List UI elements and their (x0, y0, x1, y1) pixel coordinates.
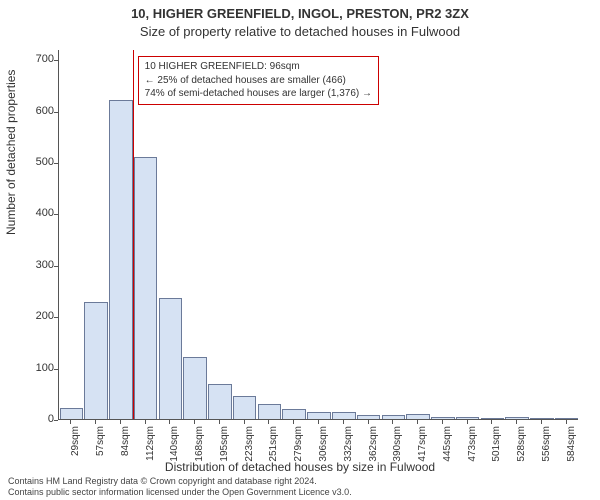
histogram-bar (530, 418, 554, 419)
histogram-bar (555, 418, 579, 419)
histogram-bar (159, 298, 183, 419)
y-tick-label: 600 (14, 105, 54, 117)
y-tick-label: 300 (14, 259, 54, 271)
histogram-bar (233, 396, 257, 419)
histogram-bar (357, 415, 381, 419)
y-tick-label: 400 (14, 207, 54, 219)
annotation-line3: 74% of semi-detached houses are larger (… (145, 87, 372, 101)
x-tick-mark (70, 420, 71, 424)
histogram-bar (282, 409, 306, 419)
annotation-line1: 10 HIGHER GREENFIELD: 96sqm (145, 60, 372, 74)
x-tick-mark (169, 420, 170, 424)
plot-area (58, 50, 578, 420)
chart-container: 10, HIGHER GREENFIELD, INGOL, PRESTON, P… (0, 0, 600, 500)
y-tick-mark (54, 112, 58, 113)
x-tick-label: 84sqm (120, 426, 131, 466)
x-tick-mark (318, 420, 319, 424)
chart-title-line1: 10, HIGHER GREENFIELD, INGOL, PRESTON, P… (0, 6, 600, 21)
x-tick-label: 390sqm (392, 426, 403, 466)
y-tick-mark (54, 60, 58, 61)
x-tick-mark (417, 420, 418, 424)
histogram-bar (456, 417, 480, 419)
x-tick-mark (268, 420, 269, 424)
y-tick-mark (54, 163, 58, 164)
x-tick-label: 223sqm (244, 426, 255, 466)
y-tick-mark (54, 420, 58, 421)
x-tick-mark (95, 420, 96, 424)
x-tick-label: 556sqm (541, 426, 552, 466)
y-tick-label: 500 (14, 156, 54, 168)
x-tick-label: 306sqm (318, 426, 329, 466)
histogram-bar (431, 417, 455, 419)
x-tick-label: 362sqm (368, 426, 379, 466)
x-tick-label: 140sqm (169, 426, 180, 466)
x-tick-label: 279sqm (293, 426, 304, 466)
x-tick-mark (392, 420, 393, 424)
y-tick-label: 100 (14, 362, 54, 374)
x-tick-label: 251sqm (268, 426, 279, 466)
x-tick-label: 168sqm (194, 426, 205, 466)
x-tick-mark (491, 420, 492, 424)
x-tick-label: 528sqm (516, 426, 527, 466)
x-tick-mark (566, 420, 567, 424)
y-tick-label: 200 (14, 310, 54, 322)
x-tick-mark (194, 420, 195, 424)
chart-title-line2: Size of property relative to detached ho… (0, 24, 600, 39)
x-tick-mark (145, 420, 146, 424)
histogram-bar (84, 302, 108, 419)
footer-line2: Contains public sector information licen… (8, 487, 352, 498)
y-tick-label: 700 (14, 53, 54, 65)
histogram-bar (183, 357, 207, 419)
histogram-bar (332, 412, 356, 419)
histogram-bar (60, 408, 84, 419)
annotation-line2: ← 25% of detached houses are smaller (46… (145, 74, 372, 88)
histogram-bar (258, 404, 282, 419)
histogram-bar (481, 418, 505, 419)
x-tick-label: 584sqm (566, 426, 577, 466)
footer-attribution: Contains HM Land Registry data © Crown c… (8, 476, 352, 498)
x-tick-label: 473sqm (467, 426, 478, 466)
x-tick-mark (343, 420, 344, 424)
annotation-box: 10 HIGHER GREENFIELD: 96sqm← 25% of deta… (138, 56, 379, 105)
x-tick-label: 195sqm (219, 426, 230, 466)
histogram-bar (134, 157, 158, 419)
y-tick-mark (54, 214, 58, 215)
y-tick-mark (54, 266, 58, 267)
y-tick-mark (54, 369, 58, 370)
x-tick-label: 57sqm (95, 426, 106, 466)
property-marker-line (133, 50, 135, 419)
x-tick-mark (368, 420, 369, 424)
x-tick-mark (219, 420, 220, 424)
histogram-bar (382, 415, 406, 419)
x-tick-label: 112sqm (145, 426, 156, 466)
x-tick-label: 501sqm (491, 426, 502, 466)
histogram-bar (307, 412, 331, 419)
histogram-bar (406, 414, 430, 419)
x-tick-mark (244, 420, 245, 424)
y-tick-label: 0 (14, 413, 54, 425)
y-tick-mark (54, 317, 58, 318)
x-tick-label: 445sqm (442, 426, 453, 466)
x-tick-label: 417sqm (417, 426, 428, 466)
x-tick-mark (293, 420, 294, 424)
x-tick-mark (541, 420, 542, 424)
x-tick-mark (516, 420, 517, 424)
x-tick-mark (442, 420, 443, 424)
x-tick-mark (120, 420, 121, 424)
x-tick-mark (467, 420, 468, 424)
footer-line1: Contains HM Land Registry data © Crown c… (8, 476, 352, 487)
x-tick-label: 332sqm (343, 426, 354, 466)
histogram-bar (505, 417, 529, 419)
histogram-bar (109, 100, 133, 419)
histogram-bar (208, 384, 232, 419)
x-tick-label: 29sqm (70, 426, 81, 466)
